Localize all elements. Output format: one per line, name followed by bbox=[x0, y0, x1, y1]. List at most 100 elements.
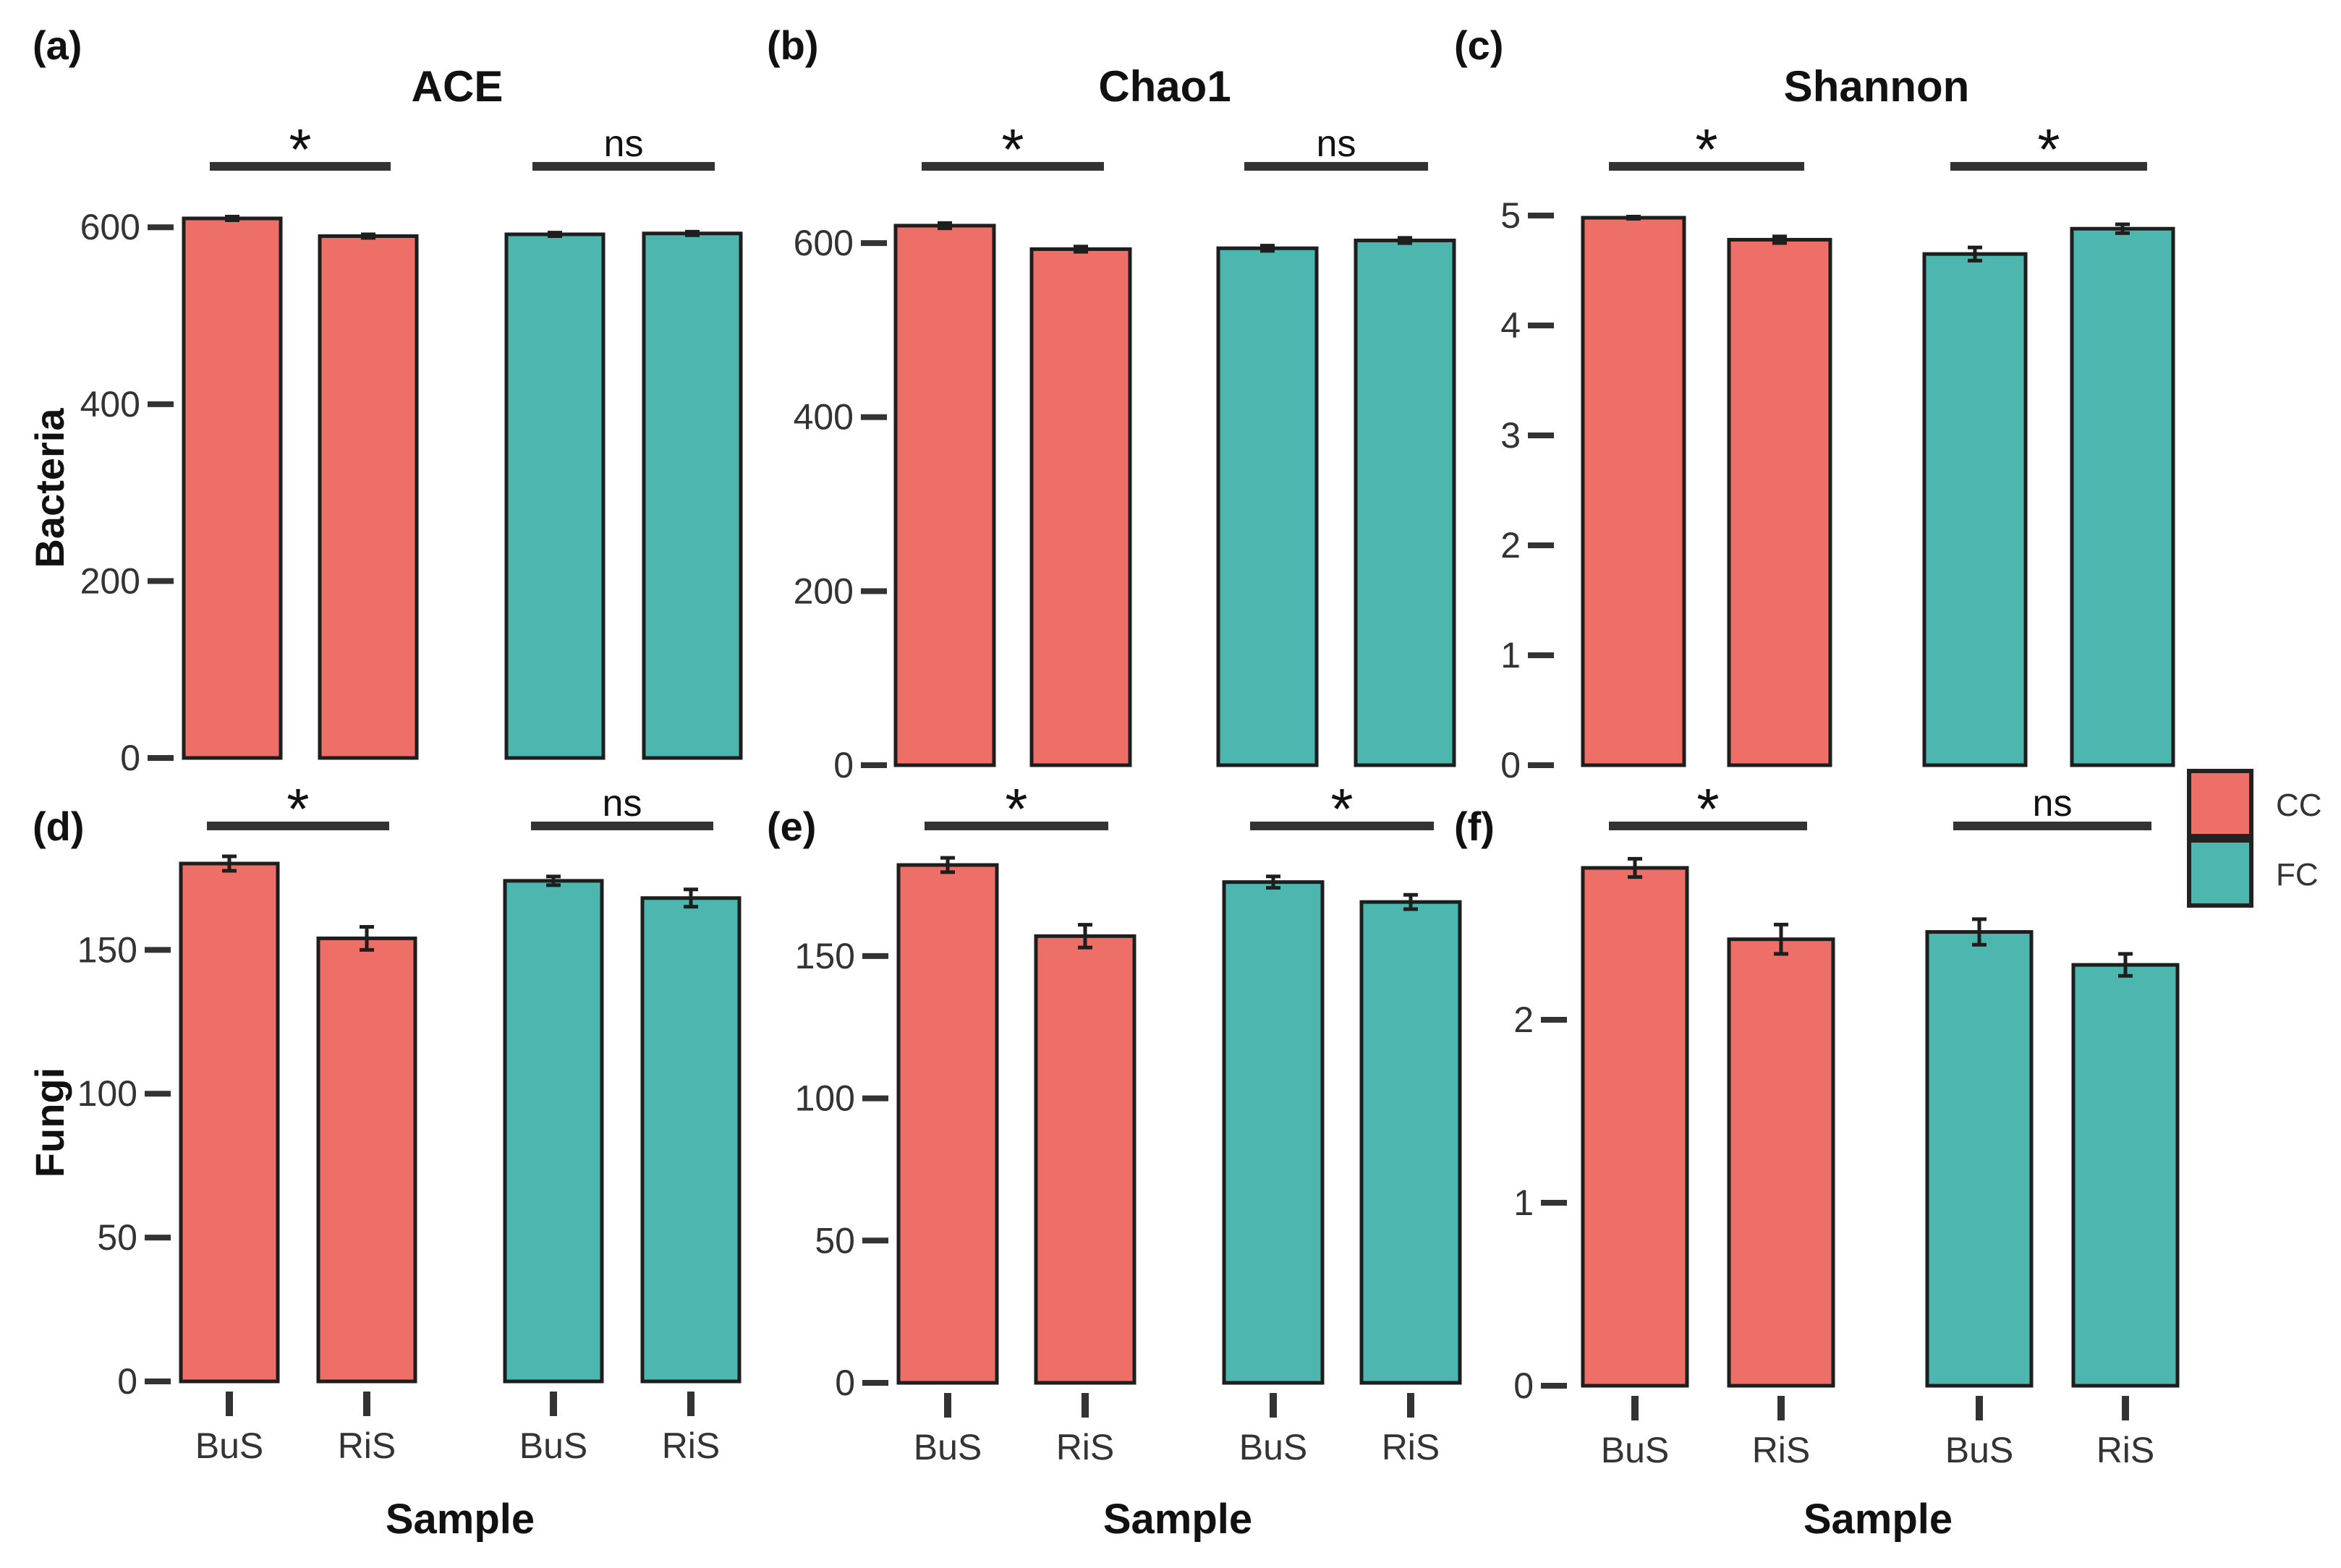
chart-panel: (b) Chao1 0 200 400 600 * ns bbox=[767, 22, 1456, 785]
x-axis-label: Sample bbox=[1803, 1496, 1953, 1543]
bar bbox=[1581, 866, 1689, 1388]
panel-label: (b) bbox=[767, 22, 819, 68]
significance-label: ns bbox=[604, 123, 644, 165]
chart-title: Shannon bbox=[1784, 62, 1970, 111]
significance-label: ns bbox=[603, 783, 642, 825]
bar bbox=[642, 231, 743, 760]
significance-label: * bbox=[1005, 777, 1027, 841]
bar bbox=[1216, 246, 1319, 767]
bar bbox=[1029, 247, 1132, 767]
y-tick-label: 0 bbox=[1500, 745, 1521, 785]
x-tick-label: RiS bbox=[2096, 1430, 2155, 1470]
chart-title: Chao1 bbox=[1098, 62, 1231, 111]
x-tick-label: RiS bbox=[1382, 1427, 1440, 1467]
y-tick-label: 100 bbox=[77, 1073, 137, 1114]
x-axis-label: Sample bbox=[1103, 1496, 1252, 1543]
bar bbox=[640, 896, 742, 1384]
y-tick-label: 0 bbox=[120, 738, 140, 778]
x-tick-label: RiS bbox=[338, 1426, 396, 1466]
y-tick-label: 0 bbox=[1513, 1365, 1534, 1406]
y-tick-label: 200 bbox=[794, 571, 854, 611]
bar bbox=[504, 232, 606, 760]
significance-label: * bbox=[2037, 117, 2060, 182]
chart-panel: (e) 0 50 100 150 BuS RiS BuS RiS * * Sample bbox=[767, 777, 1462, 1543]
y-tick-label: 0 bbox=[835, 1363, 855, 1403]
bar bbox=[893, 223, 996, 767]
significance-label: * bbox=[1330, 777, 1353, 841]
bar bbox=[1727, 937, 1835, 1388]
y-tick-label: 200 bbox=[80, 561, 140, 601]
bar bbox=[1581, 216, 1686, 767]
bar bbox=[2070, 226, 2175, 767]
panel-label: (f) bbox=[1454, 804, 1495, 849]
x-tick-label: RiS bbox=[1752, 1430, 1811, 1470]
legend: CC FC bbox=[2187, 769, 2322, 908]
chart-panel: (c) Shannon 0 1 2 3 4 5 * * bbox=[1454, 22, 2175, 785]
y-axis-label: Fungi bbox=[27, 1068, 72, 1177]
panel-label: (e) bbox=[767, 804, 816, 849]
x-tick-label: BuS bbox=[914, 1427, 982, 1467]
y-tick-label: 50 bbox=[97, 1217, 137, 1258]
y-tick-label: 2 bbox=[1500, 525, 1521, 566]
y-tick-label: 5 bbox=[1500, 195, 1521, 236]
y-tick-label: 2 bbox=[1513, 1000, 1534, 1040]
x-tick-label: BuS bbox=[1945, 1430, 2014, 1470]
y-tick-label: 600 bbox=[794, 223, 854, 263]
x-tick-label: BuS bbox=[195, 1426, 264, 1466]
bar bbox=[1034, 934, 1136, 1385]
bar bbox=[182, 216, 283, 760]
y-tick-label: 400 bbox=[794, 397, 854, 438]
y-tick-label: 600 bbox=[80, 207, 140, 247]
y-tick-label: 1 bbox=[1500, 635, 1521, 676]
significance-label: * bbox=[1001, 117, 1024, 182]
bar bbox=[179, 861, 280, 1384]
legend-label-cc: CC bbox=[2276, 788, 2322, 823]
panel-label: (a) bbox=[33, 22, 82, 68]
bar bbox=[896, 863, 999, 1385]
legend-swatch-cc bbox=[2187, 769, 2253, 838]
y-tick-label: 400 bbox=[80, 384, 140, 425]
x-tick-label: BuS bbox=[519, 1426, 588, 1466]
chart-panel: (d) Fungi 0 50 100 150 BuS RiS BuS RiS * ns Sample bbox=[27, 777, 742, 1543]
chart-title: ACE bbox=[412, 62, 504, 111]
bar bbox=[1922, 252, 2028, 767]
y-tick-label: 0 bbox=[833, 745, 854, 785]
y-tick-label: 1 bbox=[1513, 1183, 1534, 1223]
y-tick-label: 0 bbox=[117, 1361, 137, 1402]
y-tick-label: 50 bbox=[815, 1220, 855, 1261]
x-tick-label: RiS bbox=[662, 1426, 721, 1466]
bar bbox=[2071, 963, 2180, 1388]
bar bbox=[1354, 238, 1456, 767]
significance-label: * bbox=[1695, 117, 1717, 182]
y-axis-label: Bacteria bbox=[27, 408, 72, 568]
bar bbox=[503, 879, 604, 1384]
legend-label-fc: FC bbox=[2276, 857, 2319, 892]
panel-label: (c) bbox=[1454, 22, 1503, 68]
chart-panel: (f) 0 1 2 BuS RiS BuS RiS * ns Sample bbox=[1454, 777, 2180, 1543]
chart-panel: (a) ACE Bacteria 0 200 400 600 * ns bbox=[27, 22, 743, 778]
bar bbox=[318, 234, 419, 760]
bar bbox=[1222, 880, 1325, 1385]
y-tick-label: 3 bbox=[1500, 415, 1521, 456]
bar bbox=[1925, 930, 2034, 1388]
significance-label: ns bbox=[2033, 783, 2073, 825]
x-axis-label: Sample bbox=[386, 1496, 535, 1543]
x-tick-label: RiS bbox=[1056, 1427, 1115, 1467]
y-tick-label: 100 bbox=[795, 1078, 855, 1119]
panel-label: (d) bbox=[33, 804, 85, 849]
significance-label: ns bbox=[1317, 123, 1356, 165]
legend-swatch-fc bbox=[2187, 838, 2253, 908]
y-tick-label: 4 bbox=[1500, 305, 1521, 346]
bar bbox=[1359, 900, 1462, 1385]
significance-label: * bbox=[1696, 777, 1719, 841]
bar bbox=[316, 936, 417, 1384]
y-tick-label: 150 bbox=[795, 936, 855, 976]
x-tick-label: BuS bbox=[1239, 1427, 1308, 1467]
y-tick-label: 150 bbox=[77, 929, 137, 970]
significance-label: * bbox=[289, 117, 311, 182]
bar bbox=[1727, 237, 1832, 767]
x-tick-label: BuS bbox=[1601, 1430, 1670, 1470]
significance-label: * bbox=[286, 777, 309, 841]
